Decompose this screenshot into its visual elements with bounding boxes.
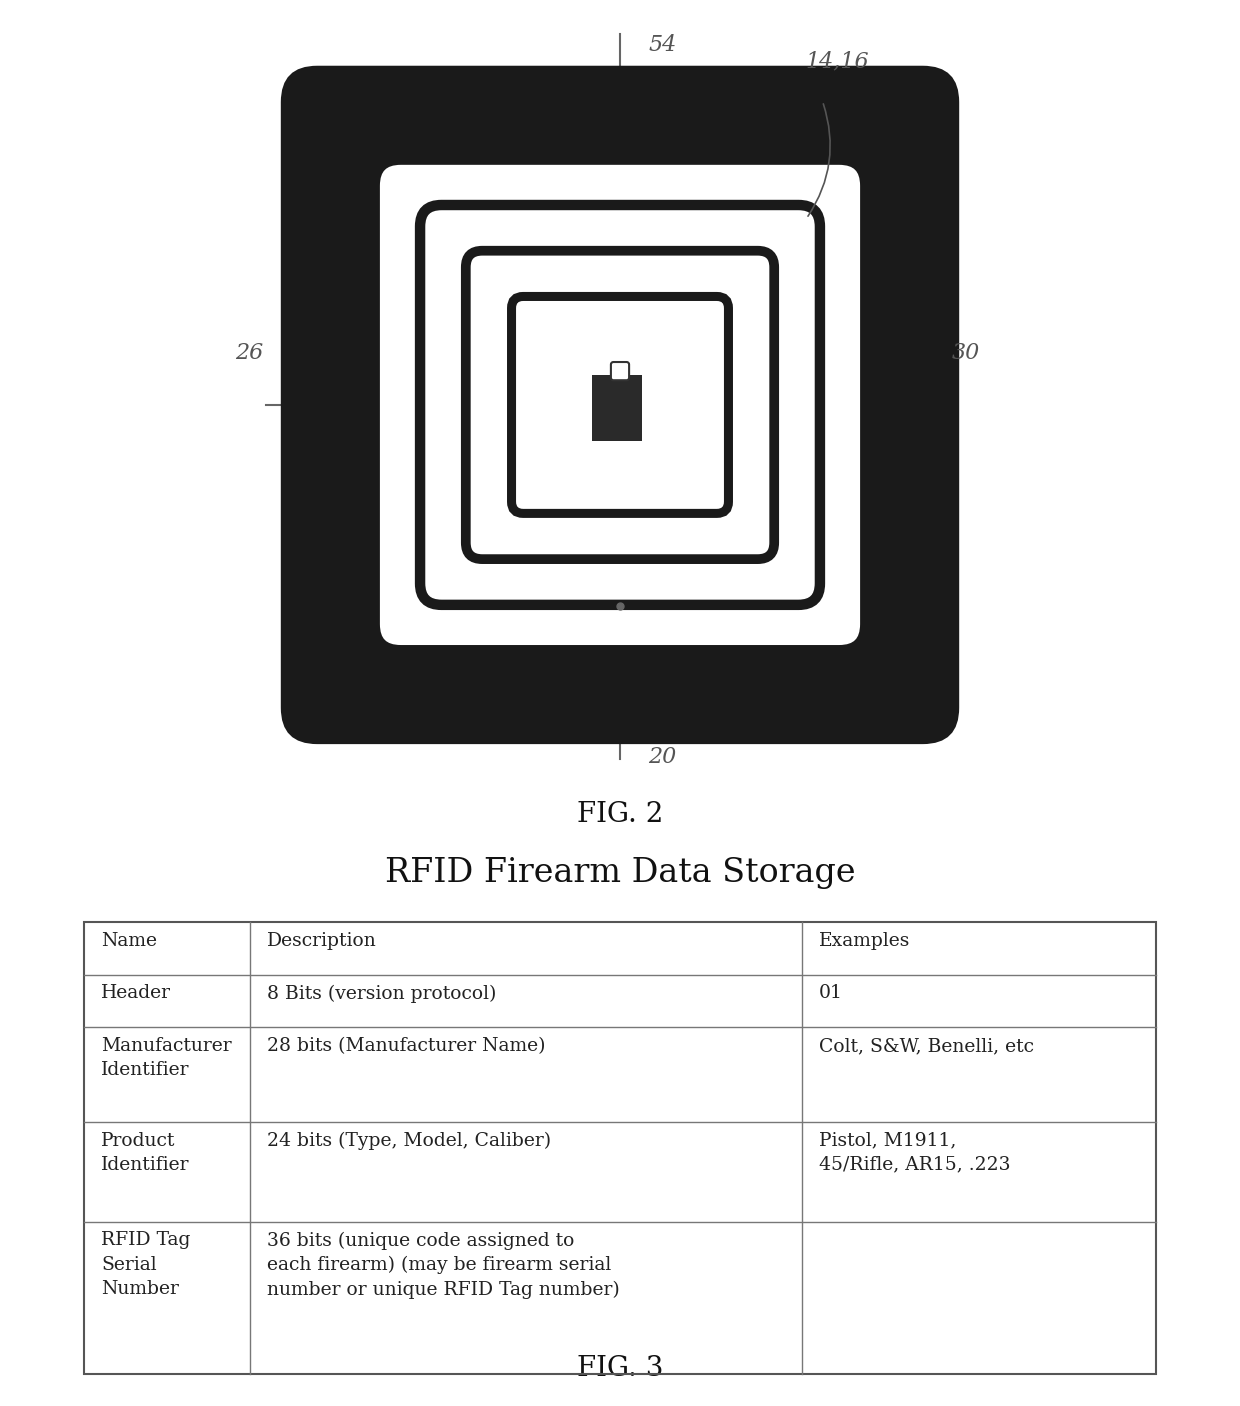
Text: 54: 54 [649,34,676,56]
Text: 28 bits (Manufacturer Name): 28 bits (Manufacturer Name) [267,1038,546,1054]
FancyBboxPatch shape [420,205,820,605]
Text: Description: Description [267,932,377,950]
Text: 20: 20 [649,747,676,769]
FancyBboxPatch shape [611,361,629,380]
FancyBboxPatch shape [476,262,764,548]
FancyBboxPatch shape [386,172,854,638]
FancyBboxPatch shape [554,339,686,471]
Bar [84,922,1156,1374]
FancyBboxPatch shape [405,190,835,620]
FancyBboxPatch shape [322,107,918,703]
Text: 8 Bits (version protocol): 8 Bits (version protocol) [267,984,496,1002]
Text: 26: 26 [234,342,263,364]
Text: 30: 30 [952,342,980,364]
FancyBboxPatch shape [432,217,808,593]
Text: 24 bits (Type, Model, Caliber): 24 bits (Type, Model, Caliber) [267,1132,552,1150]
FancyBboxPatch shape [448,232,792,578]
Text: Name: Name [102,932,157,950]
FancyBboxPatch shape [521,307,719,503]
FancyBboxPatch shape [365,149,875,661]
Text: Pistol, M1911,
45/Rifle, AR15, .223: Pistol, M1911, 45/Rifle, AR15, .223 [818,1132,1011,1174]
Bar [591,375,642,440]
FancyBboxPatch shape [466,250,774,560]
Text: 01: 01 [818,984,843,1002]
Text: 36 bits (unique code assigned to
each firearm) (may be firearm serial
number or : 36 bits (unique code assigned to each fi… [267,1232,620,1299]
Text: FIG. 2: FIG. 2 [577,800,663,828]
FancyBboxPatch shape [512,297,728,513]
Text: 14,16: 14,16 [806,51,869,73]
Text: Examples: Examples [818,932,910,950]
Text: Colt, S&W, Benelli, etc: Colt, S&W, Benelli, etc [818,1038,1034,1054]
Text: Header: Header [102,984,171,1002]
Text: FIG. 3: FIG. 3 [577,1355,663,1382]
Text: Product
Identifier: Product Identifier [102,1132,190,1174]
FancyBboxPatch shape [280,66,960,744]
Text: RFID Firearm Data Storage: RFID Firearm Data Storage [384,858,856,889]
Text: RFID Tag
Serial
Number: RFID Tag Serial Number [102,1232,191,1298]
FancyBboxPatch shape [374,159,866,651]
Text: Manufacturer
Identifier: Manufacturer Identifier [102,1038,232,1080]
